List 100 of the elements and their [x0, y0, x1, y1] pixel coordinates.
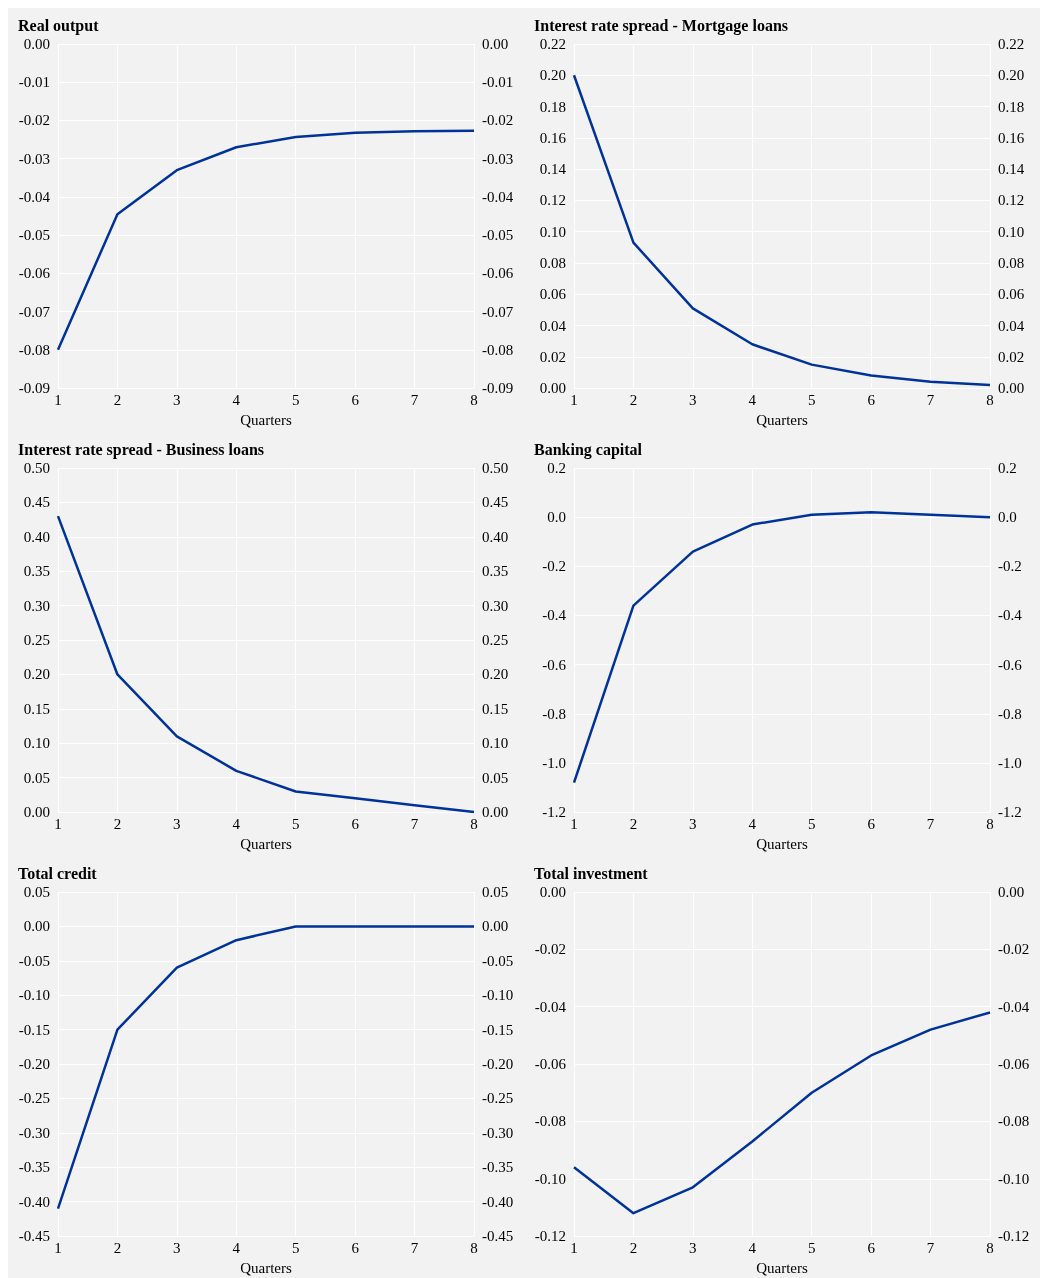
y-tick-label: 0.00	[539, 380, 566, 397]
x-tick-label: 1	[570, 815, 578, 832]
x-tick-label: 1	[54, 391, 62, 408]
y2-tick-label: -0.30	[482, 1124, 514, 1141]
x-axis-title: Quarters	[756, 411, 808, 428]
y2-tick-label: 0.10	[998, 223, 1025, 240]
y2-tick-label: -0.35	[482, 1159, 514, 1176]
y2-tick-label: -1.2	[998, 804, 1022, 821]
y2-tick-label: 0.50	[482, 460, 509, 476]
x-tick-label: 5	[291, 391, 300, 408]
y2-tick-label: -0.03	[482, 150, 514, 167]
y2-tick-label: 0.06	[998, 286, 1025, 303]
y2-tick-label: -0.8	[998, 705, 1022, 722]
y2-tick-label: 0.45	[482, 494, 509, 511]
y2-tick-label: -0.15	[482, 1021, 514, 1038]
y-tick-label: 0.50	[23, 460, 50, 476]
y2-tick-label: 0.15	[482, 700, 509, 717]
y-tick-label: -0.30	[18, 1124, 50, 1141]
x-tick-label: 7	[926, 1239, 935, 1256]
y-tick-label: -0.05	[18, 952, 50, 969]
y2-tick-label: 0.35	[482, 563, 509, 580]
y2-tick-label: 0.0	[998, 509, 1017, 526]
x-tick-label: 1	[570, 1239, 578, 1256]
y2-tick-label: -0.20	[482, 1056, 514, 1073]
y-tick-label: -0.05	[18, 227, 50, 244]
y-tick-label: 0.16	[539, 129, 567, 146]
x-tick-label: 6	[351, 1239, 360, 1256]
y-tick-label: -0.25	[18, 1090, 50, 1107]
y-tick-label: 0.15	[23, 700, 50, 717]
x-tick-label: 5	[807, 1239, 816, 1256]
line-series	[56, 129, 476, 352]
y2-tick-label: 0.30	[482, 597, 509, 614]
x-tick-label: 5	[807, 391, 816, 408]
y-tick-label: 0.35	[23, 563, 50, 580]
y2-tick-label: -0.08	[998, 1113, 1030, 1130]
y-tick-label: -0.06	[534, 1056, 567, 1073]
x-tick-label: 6	[351, 815, 360, 832]
y2-tick-label: 0.22	[998, 36, 1025, 52]
y2-tick-label: 0.00	[482, 918, 509, 935]
y-tick-label: -0.2	[542, 558, 566, 575]
y-tick-label: -0.08	[534, 1113, 566, 1130]
x-tick-label: 3	[689, 391, 697, 408]
x-tick-label: 8	[986, 815, 994, 832]
y2-tick-label: -0.06	[482, 265, 514, 282]
y-tick-label: -1.2	[542, 804, 566, 821]
x-tick-label: 5	[807, 815, 816, 832]
chart-title: Total investment	[534, 864, 649, 882]
x-tick-label: 6	[867, 391, 876, 408]
y2-tick-label: -0.4	[998, 607, 1023, 624]
y-tick-label: 0.10	[539, 223, 566, 240]
x-tick-label: 7	[926, 815, 935, 832]
y-tick-label: -0.20	[18, 1056, 50, 1073]
x-tick-label: 4	[232, 1239, 241, 1256]
x-tick-label: 1	[54, 1239, 62, 1256]
x-tick-label: 1	[570, 391, 578, 408]
y-tick-label: 0.2	[547, 460, 566, 476]
y-tick-label: -0.10	[18, 987, 50, 1004]
y2-tick-label: 0.25	[482, 632, 509, 649]
chart-title: Interest rate spread - Business loans	[18, 440, 265, 459]
y2-tick-label: -0.01	[482, 74, 514, 91]
y-tick-label: -0.01	[18, 74, 50, 91]
x-tick-label: 2	[629, 815, 638, 832]
y-tick-label: 0.12	[539, 192, 566, 209]
y2-tick-label: -0.10	[482, 987, 514, 1004]
y-tick-label: 0.06	[539, 286, 567, 303]
y2-tick-label: 0.00	[482, 804, 509, 821]
y2-tick-label: -0.45	[482, 1228, 514, 1245]
y-tick-label: -0.15	[18, 1021, 50, 1038]
y-tick-label: 0.00	[23, 36, 50, 52]
x-tick-label: 3	[173, 391, 181, 408]
y-tick-label: -1.0	[542, 754, 566, 771]
x-tick-label: 5	[291, 1239, 300, 1256]
y2-tick-label: -0.05	[482, 952, 514, 969]
y-tick-label: -0.02	[18, 112, 50, 129]
y2-tick-label: 0.04	[998, 317, 1025, 334]
x-tick-label: 4	[748, 1239, 757, 1256]
y-tick-label: 0.45	[23, 494, 50, 511]
y-tick-label: 0.10	[23, 735, 50, 752]
y2-tick-label: 0.00	[482, 36, 509, 52]
y-tick-label: -0.06	[18, 265, 51, 282]
y2-tick-label: -0.6	[998, 656, 1023, 673]
x-tick-label: 6	[867, 815, 876, 832]
y2-tick-label: 0.02	[998, 348, 1025, 365]
y-tick-label: 0.14	[539, 161, 567, 178]
y2-tick-label: 0.10	[482, 735, 509, 752]
y2-tick-label: -0.04	[998, 998, 1030, 1015]
line-series	[56, 925, 476, 1210]
y2-tick-label: -0.10	[998, 1170, 1030, 1187]
x-tick-label: 2	[629, 391, 638, 408]
chart-title: Interest rate spread - Mortgage loans	[534, 16, 789, 35]
y-tick-label: 0.30	[23, 597, 50, 614]
y2-tick-label: 0.05	[482, 769, 509, 786]
y2-tick-label: -0.06	[998, 1056, 1030, 1073]
y2-tick-label: 0.40	[482, 528, 509, 545]
y2-tick-label: -0.40	[482, 1193, 514, 1210]
y2-tick-label: -0.07	[482, 303, 514, 320]
y-tick-label: -0.6	[542, 656, 567, 673]
y-tick-label: 0.02	[539, 348, 566, 365]
x-tick-label: 6	[351, 391, 360, 408]
y-tick-label: -0.35	[18, 1159, 50, 1176]
